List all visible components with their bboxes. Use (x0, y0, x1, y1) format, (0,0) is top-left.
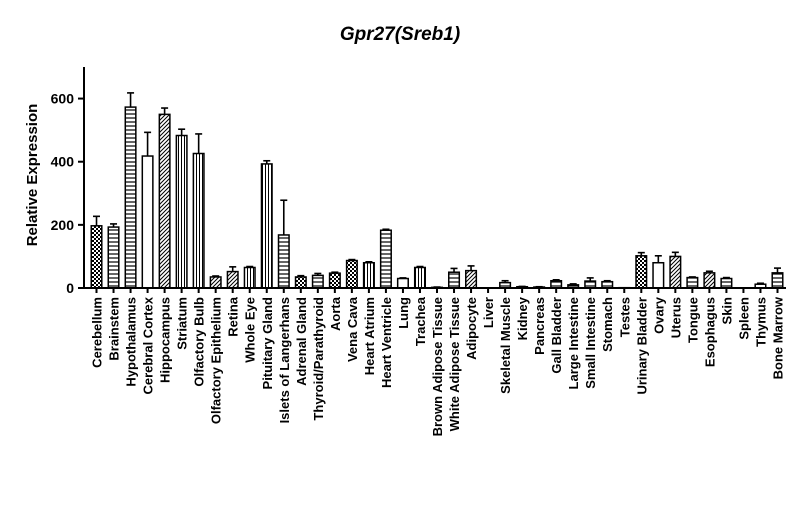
x-tick-label: Pituitary Gland (260, 297, 275, 390)
x-tick-label: Hypothalamus (124, 297, 139, 387)
bar (447, 271, 461, 289)
x-axis-ticks: Cerebellum Brainstem Hypothalamus Cerebral … (90, 288, 785, 436)
x-tick-label: Urinary Bladder (634, 297, 649, 395)
bar (192, 152, 205, 289)
y-tick-label: 0 (66, 280, 74, 296)
x-tick-label: Skeletal Muscle (498, 297, 513, 394)
x-tick-label: Trachea (413, 296, 428, 346)
bar (652, 261, 665, 289)
x-tick-label: Bone Marrow (770, 296, 785, 379)
bar (396, 277, 409, 289)
bar (345, 259, 358, 289)
bar (107, 226, 120, 289)
x-tick-label: Liver (481, 297, 496, 328)
bar (635, 255, 648, 289)
bar (379, 229, 392, 289)
chart-title: Gpr27(Sreb1) (340, 24, 460, 45)
bar (124, 106, 137, 289)
bar (771, 272, 784, 289)
bar (669, 255, 682, 289)
bar (226, 270, 239, 289)
x-tick-label: Hippocampus (158, 297, 173, 383)
bar (703, 272, 716, 289)
x-tick-label: Olfactory Bulb (192, 297, 207, 387)
bar (584, 280, 597, 289)
bar (294, 276, 307, 289)
y-axis-label: Relative Expression (24, 104, 41, 247)
x-tick-label: Esophagus (702, 297, 717, 367)
bar (175, 134, 188, 289)
bar (362, 261, 375, 289)
x-tick-label: Heart Ventricle (379, 297, 394, 388)
x-tick-label: Whole Eye (243, 297, 258, 363)
y-tick-label: 600 (51, 91, 75, 107)
y-tick-label: 400 (51, 154, 75, 170)
x-tick-label: Vena Cava (345, 296, 360, 362)
bar (328, 272, 341, 289)
x-tick-label: Lung (396, 297, 411, 329)
bars (90, 92, 784, 289)
bar (209, 276, 222, 289)
x-tick-label: Spleen (736, 297, 751, 340)
bar (90, 225, 103, 289)
x-tick-label: White Adipose Tissue (447, 297, 462, 431)
x-tick-label: Thyroid/Parathyroid (311, 297, 326, 421)
bar (311, 274, 324, 289)
x-tick-label: Large Intestine (566, 297, 581, 389)
x-tick-label: Brown Adipose Tissue (430, 297, 445, 436)
x-tick-label: Adrenal Gland (294, 297, 309, 386)
x-tick-label: Cerebellum (90, 297, 105, 368)
x-tick-label: Retina (226, 296, 241, 337)
x-tick-label: Testes (617, 297, 632, 337)
x-tick-label: Pancreas (532, 297, 547, 355)
x-tick-label: Aorta (328, 296, 343, 331)
bar (413, 266, 427, 289)
bar (465, 269, 478, 289)
x-tick-label: Uterus (668, 297, 683, 338)
x-tick-label: Stomach (600, 297, 615, 352)
x-tick-label: Olfactory Epithelium (209, 297, 224, 424)
x-tick-label: Kidney (515, 296, 530, 340)
x-tick-label: Cerebral Cortex (141, 296, 156, 394)
bar (277, 234, 290, 289)
x-tick-label: Tongue (685, 297, 700, 343)
x-tick-label: Skin (719, 297, 734, 325)
bar (686, 276, 699, 289)
x-tick-label: Gall Bladder (549, 297, 564, 374)
x-tick-label: Thymus (753, 297, 768, 347)
x-tick-label: Islets of Langerhans (277, 297, 292, 423)
x-tick-label: Heart Atrium (362, 297, 377, 375)
x-tick-label: Ovary (651, 296, 666, 334)
bar (141, 155, 154, 289)
y-tick-label: 200 (51, 217, 75, 233)
bar (260, 163, 273, 289)
bar (158, 113, 171, 289)
bar (720, 277, 733, 289)
x-tick-label: Small Intestine (583, 297, 598, 389)
x-tick-label: Brainstem (107, 297, 122, 361)
bar (243, 266, 256, 289)
x-tick-label: Adipocyte (464, 297, 479, 360)
x-tick-label: Striatum (175, 297, 190, 350)
y-axis-ticks: 0 200 400 600 (51, 91, 84, 296)
bar (550, 279, 563, 289)
